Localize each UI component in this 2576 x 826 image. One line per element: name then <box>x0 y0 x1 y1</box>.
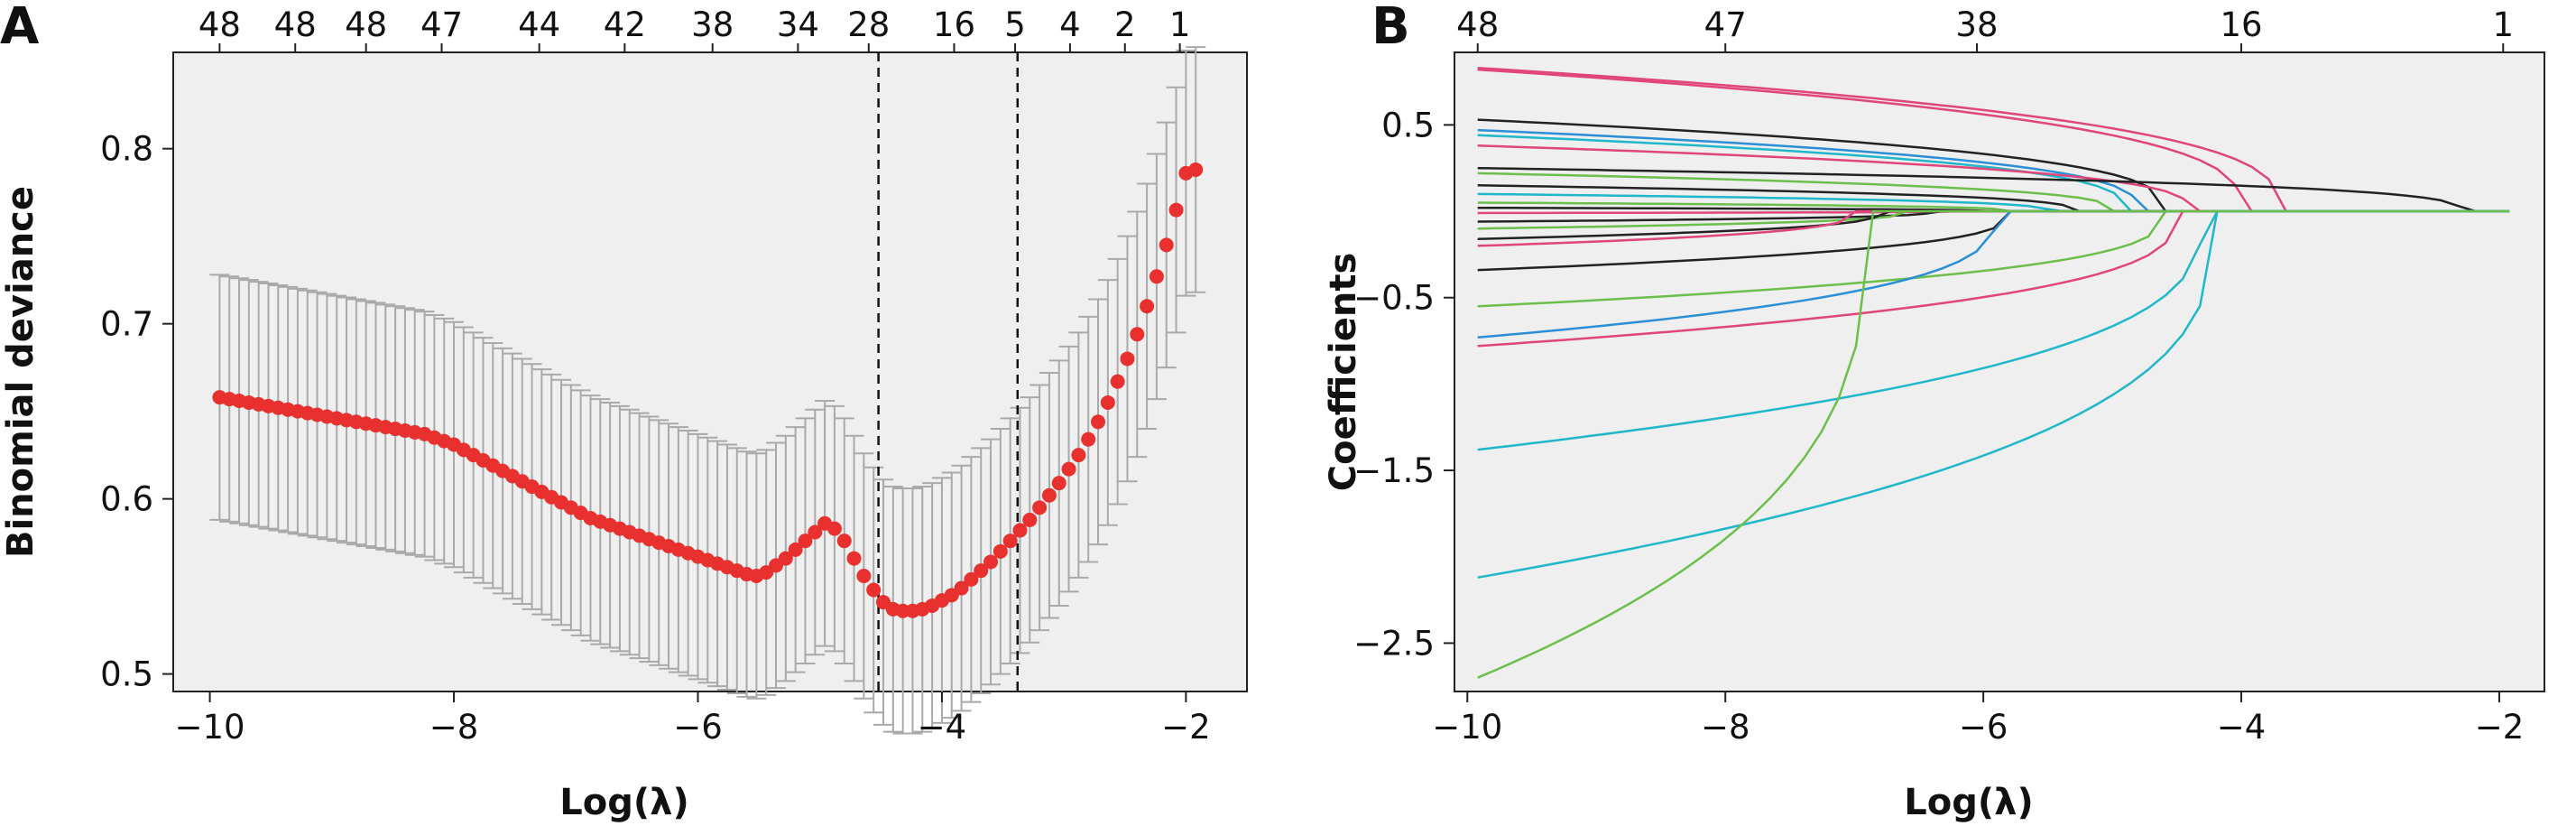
top-tick-label: 44 <box>518 5 560 44</box>
panel-b-axes: −10 −8 −6 −4 −2 0.5 −0.5 −1.5 −2.5 48 47 38 16 1 <box>1353 5 2524 747</box>
top-tick-label: 48 <box>199 5 241 44</box>
data-point <box>866 582 882 598</box>
panel-b-xlabel: Log(λ) <box>1904 782 2033 823</box>
top-tick-label: 1 <box>2492 5 2514 44</box>
top-tick-label: 42 <box>604 5 646 44</box>
data-point <box>846 551 862 566</box>
data-point <box>993 543 1008 559</box>
data-point <box>836 534 852 549</box>
panel-a-ylabel: Binomial deviance <box>0 186 42 558</box>
panel-a: A −10 −8 −6 −4 −20.50.60.70.848 48 48 47 44 42 38 3… <box>0 0 1248 823</box>
panel-a-xlabel: Log(λ) <box>559 782 688 823</box>
data-point <box>974 563 989 579</box>
data-point <box>964 571 979 587</box>
x-tick-label: −8 <box>429 708 479 747</box>
x-tick-label: −10 <box>1432 708 1502 747</box>
top-tick-label: 34 <box>777 5 819 44</box>
data-point <box>1081 432 1096 447</box>
data-point <box>1120 351 1135 367</box>
data-point <box>1071 448 1086 463</box>
top-tick-label: 48 <box>345 5 387 44</box>
y-tick-label: 0.7 <box>100 305 153 344</box>
data-point <box>1149 269 1164 284</box>
data-point <box>826 521 842 536</box>
data-point <box>1130 327 1145 342</box>
data-point <box>1022 512 1038 527</box>
x-tick-label: −8 <box>1701 708 1750 747</box>
data-point <box>1012 523 1028 538</box>
data-point <box>1188 162 1204 177</box>
top-tick-label: 1 <box>1169 5 1191 44</box>
data-point <box>808 524 823 540</box>
data-point <box>778 551 793 566</box>
data-point <box>983 554 999 570</box>
x-tick-label: −2 <box>2475 708 2525 747</box>
data-point <box>1032 500 1048 515</box>
coefficient-path <box>1477 209 2510 679</box>
y-tick-label: 0.5 <box>1381 106 1435 144</box>
coefficient-path <box>1477 166 2510 213</box>
top-tick-label: 2 <box>1114 5 1136 44</box>
y-tick-label: 0.6 <box>100 480 153 519</box>
x-tick-label: −2 <box>1161 708 1211 747</box>
x-tick-label: −10 <box>175 708 245 747</box>
data-point <box>1100 394 1115 410</box>
top-tick-label: 4 <box>1059 5 1081 44</box>
data-point <box>1159 237 1174 253</box>
top-tick-label: 47 <box>420 5 463 44</box>
panel-b-plot-area <box>1454 51 2545 692</box>
data-point <box>1110 374 1125 389</box>
top-tick-label: 16 <box>933 5 975 44</box>
y-tick-label: 0.8 <box>100 130 153 169</box>
data-point <box>1168 202 1184 218</box>
top-tick-label: 48 <box>274 5 317 44</box>
panel-a-axes: −10 −8 −6 −4 −20.50.60.70.848 48 48 47 44 42 38 34 2… <box>100 5 1211 747</box>
data-point <box>954 580 969 596</box>
top-tick-label: 16 <box>2221 5 2263 44</box>
data-point <box>1051 476 1066 491</box>
top-tick-label: 5 <box>1004 5 1026 44</box>
panel-b: B −10 −8 −6 −4 −2 0.5 −0.5 −1.5 −2.5 48 47 38 16 1 Lo… <box>1323 0 2545 823</box>
y-tick-label: −2.5 <box>1353 624 1435 663</box>
data-point <box>1041 487 1057 503</box>
top-tick-label: 47 <box>1704 5 1747 44</box>
panel-b-label: B <box>1371 0 1410 56</box>
panel-a-label: A <box>0 0 40 56</box>
y-tick-label: −0.5 <box>1353 279 1435 318</box>
top-tick-label: 28 <box>847 5 890 44</box>
top-tick-label: 38 <box>1955 5 1998 44</box>
y-tick-label: 0.5 <box>100 655 153 694</box>
data-point <box>788 542 803 557</box>
data-point <box>1140 299 1155 314</box>
data-point <box>856 568 872 583</box>
x-tick-label: −6 <box>673 708 723 747</box>
data-point <box>798 534 813 549</box>
x-tick-label: −4 <box>918 708 967 747</box>
top-tick-label: 48 <box>1456 5 1499 44</box>
y-tick-label: −1.5 <box>1353 451 1435 490</box>
top-tick-label: 38 <box>691 5 734 44</box>
data-point <box>1091 414 1106 430</box>
panel-b-content <box>1477 66 2510 679</box>
panel-a-content <box>209 46 1206 735</box>
x-tick-label: −4 <box>2217 708 2267 747</box>
data-point <box>1002 534 1018 549</box>
x-tick-label: −6 <box>1959 708 2008 747</box>
panel-a-plot-area <box>172 51 1248 692</box>
panel-b-ylabel: Coefficients <box>1323 253 1364 492</box>
data-point <box>1061 461 1076 477</box>
